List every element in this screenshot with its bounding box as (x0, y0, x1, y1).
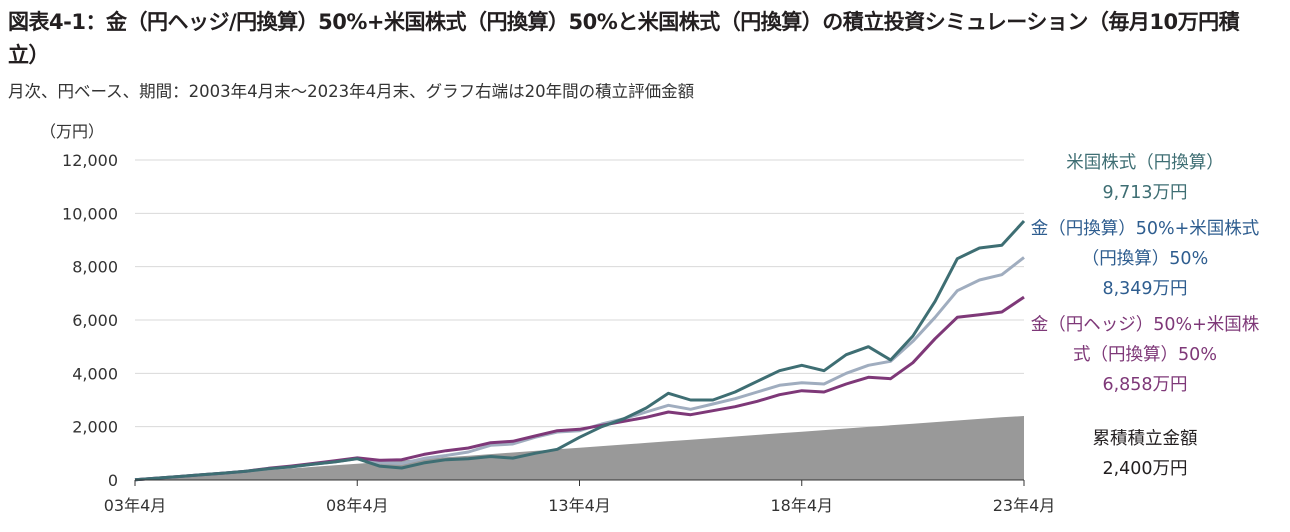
chart-title: 図表4-1：金（円ヘッジ/円換算）50%+米国株式（円換算）50%と米国株式（円… (8, 10, 1240, 67)
label-us-equity-value: 9,713万円 (1102, 183, 1188, 203)
label-gold-yen-value: 8,349万円 (1102, 279, 1188, 299)
x-tick-label: 13年4月 (548, 496, 611, 515)
y-tick-label: 2,000 (72, 418, 118, 437)
area-cumulative (135, 416, 1024, 480)
label-gold-hedged: 金（円ヘッジ）50%+米国株式（円換算）50% 6,858万円 (1030, 310, 1260, 400)
label-us-equity-name: 米国株式（円換算） (1066, 153, 1224, 173)
y-tick-label: 0 (108, 471, 118, 490)
label-gold-hedged-name: 金（円ヘッジ）50%+米国株式（円換算）50% (1030, 315, 1260, 365)
label-cumulative-value: 2,400万円 (1102, 459, 1188, 479)
y-tick-label: 4,000 (72, 364, 118, 383)
label-cumulative-name: 累積積立金額 (1092, 429, 1198, 449)
x-tick-label: 03年4月 (104, 496, 167, 515)
y-axis-unit: （万円） (40, 122, 105, 141)
y-tick-label: 12,000 (62, 151, 118, 170)
x-tick-label: 08年4月 (326, 496, 389, 515)
label-cumulative: 累積積立金額 2,400万円 (1040, 424, 1250, 484)
line-us-equity (134, 219, 1026, 482)
label-gold-yen: 金（円換算）50%+米国株式（円換算）50% 8,349万円 (1030, 214, 1260, 304)
y-tick-label: 8,000 (72, 258, 118, 277)
y-tick-label: 10,000 (62, 204, 118, 223)
x-tick-label: 23年4月 (993, 496, 1056, 515)
label-us-equity: 米国株式（円換算） 9,713万円 (1040, 148, 1250, 208)
chart-subtitle: 月次、円ベース、期間：2003年4月末～2023年4月末、グラフ右端は20年間の… (8, 82, 695, 101)
x-tick-label: 18年4月 (770, 496, 833, 515)
label-gold-yen-name: 金（円換算）50%+米国株式（円換算）50% (1030, 219, 1260, 269)
y-tick-label: 6,000 (72, 311, 118, 330)
label-gold-hedged-value: 6,858万円 (1102, 375, 1188, 395)
